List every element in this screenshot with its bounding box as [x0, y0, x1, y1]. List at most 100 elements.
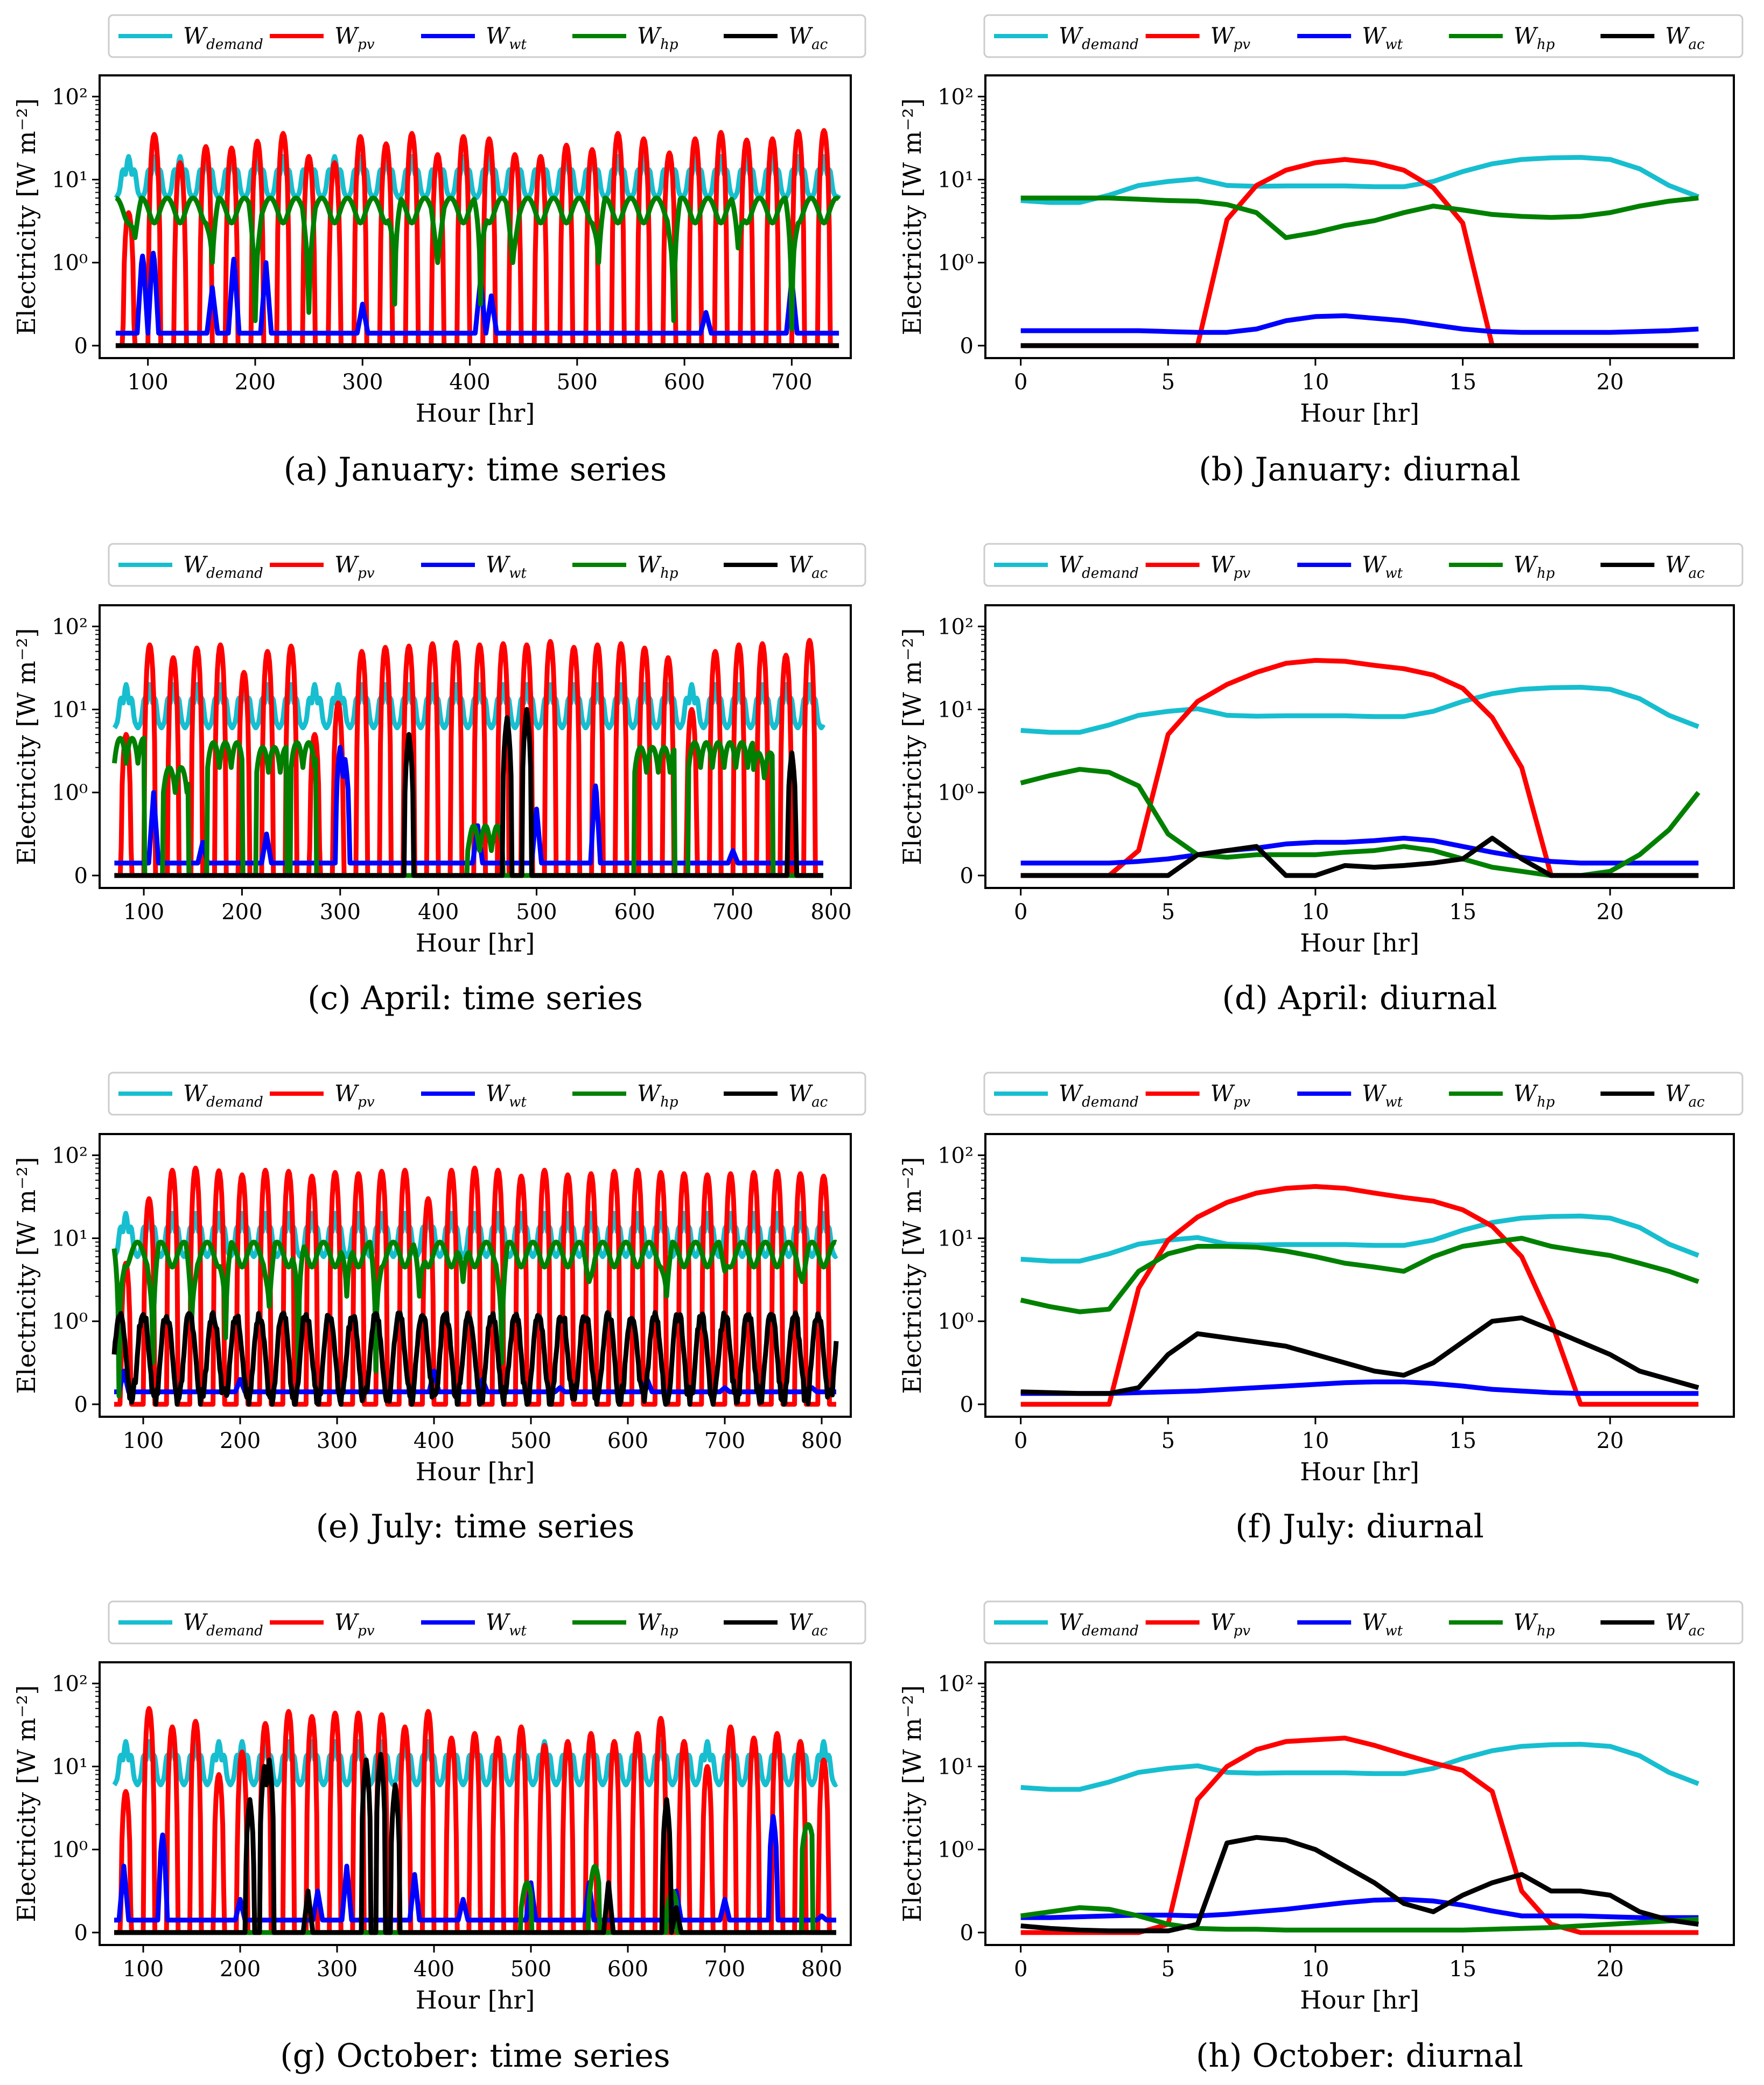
x-axis-label: Hour [hr] — [416, 928, 535, 957]
y-tick-label: 10¹ — [52, 168, 88, 193]
legend-label-ac: Wac — [1665, 23, 1705, 53]
series-line-demand — [1020, 155, 1699, 205]
x-tick-label: 500 — [557, 370, 598, 395]
legend-label-ac: Wac — [1665, 551, 1705, 582]
y-tick-label: 10¹ — [52, 1227, 88, 1251]
y-tick-label: 10² — [937, 1671, 974, 1696]
y-axis-label: Electricity [W m⁻²] — [898, 1685, 927, 1922]
legend-label-ac: Wac — [788, 551, 828, 582]
y-tick-label: 0 — [74, 334, 88, 359]
y-tick-label: 10² — [52, 85, 88, 109]
x-tick-label: 10 — [1301, 900, 1329, 925]
x-tick-label: 700 — [771, 370, 812, 395]
x-tick-label: 400 — [418, 900, 459, 925]
legend-label-demand: Wdemand — [183, 551, 263, 582]
series-line-demand — [1020, 684, 1699, 735]
series-line-pv — [113, 1706, 838, 1935]
y-tick-label: 10⁰ — [52, 251, 88, 276]
legend-label-ac: Wac — [788, 23, 828, 53]
legend: Wdemand Wpv Wwt Whp Wac — [108, 1072, 866, 1116]
legend-label-demand: Wdemand — [183, 23, 263, 53]
y-tick-label: 0 — [960, 334, 974, 359]
y-tick-label: 10¹ — [52, 698, 88, 723]
x-tick-label: 0 — [1014, 900, 1027, 925]
legend-box — [108, 543, 866, 587]
y-tick-label: 10⁰ — [52, 1310, 88, 1334]
y-tick-label: 10¹ — [937, 1227, 974, 1251]
legend-label-wt: Wwt — [486, 1609, 527, 1639]
series-line-hp — [111, 1240, 838, 1398]
legend-label-pv: Wpv — [1210, 23, 1251, 53]
y-tick-label: 0 — [74, 1393, 88, 1417]
x-tick-label: 0 — [1014, 1957, 1027, 1982]
legend: Wdemand Wpv Wwt Whp Wac — [983, 543, 1744, 587]
series-group — [1020, 657, 1700, 878]
x-tick-label: 500 — [510, 1429, 551, 1453]
x-tick-label: 5 — [1161, 370, 1175, 395]
y-axis-label: Electricity [W m⁻²] — [898, 628, 927, 865]
legend: Wdemand Wpv Wwt Whp Wac — [108, 1600, 866, 1645]
legend-box — [108, 14, 866, 58]
y-tick-label: 10⁰ — [52, 781, 88, 806]
series-group — [1020, 1184, 1699, 1407]
legend-label-ac: Wac — [1665, 1080, 1705, 1110]
series-line-ac — [113, 1752, 838, 1935]
legend-label-demand: Wdemand — [1059, 1080, 1139, 1110]
y-tick-label: 10⁰ — [937, 251, 974, 276]
axes-frame — [99, 74, 852, 359]
legend-label-wt: Wwt — [1362, 551, 1403, 582]
y-tick-label: 10² — [937, 614, 974, 639]
panel-apr-di: Wdemand Wpv Wwt Whp Wac 0 10⁰ 10¹ 10² 0 5 10 15 20 Hou… — [898, 543, 1744, 1017]
legend-label-hp: Whp — [1514, 1609, 1555, 1639]
legend: Wdemand Wpv Wwt Whp Wac — [108, 14, 866, 58]
legend-label-hp: Whp — [1514, 23, 1555, 53]
series-line-ac — [111, 1310, 839, 1407]
y-axis-label: Electricity [W m⁻²] — [898, 98, 927, 335]
x-axis-label: Hour [hr] — [416, 398, 535, 428]
legend-label-demand: Wdemand — [183, 1609, 263, 1639]
y-tick-label: 10¹ — [937, 1755, 974, 1780]
panel-jan-ts: Wdemand Wpv Wwt Whp Wac 0 10⁰ 10¹ 10² 100 200 300 40… — [12, 14, 866, 488]
series-line-ac — [1020, 1835, 1699, 1934]
series-group — [1020, 155, 1699, 348]
x-tick-label: 400 — [414, 1429, 454, 1453]
x-tick-label: 20 — [1597, 1957, 1624, 1982]
series-line-hp — [1020, 1905, 1699, 1933]
series-line-demand — [1020, 1213, 1699, 1264]
x-tick-label: 700 — [704, 1957, 745, 1982]
y-tick-label: 0 — [960, 1921, 974, 1946]
series-group — [114, 128, 842, 348]
legend-label-pv: Wpv — [1210, 1609, 1251, 1639]
axes-frame — [99, 1661, 852, 1946]
x-tick-label: 20 — [1597, 370, 1624, 395]
x-tick-label: 0 — [1014, 1429, 1027, 1453]
x-tick-label: 400 — [449, 370, 490, 395]
axes-frame — [984, 604, 1735, 889]
legend-box — [983, 14, 1744, 58]
series-line-hp — [111, 736, 825, 878]
x-tick-label: 200 — [220, 1957, 261, 1982]
panel-jul-ts: Wdemand Wpv Wwt Whp Wac 0 10⁰ 10¹ 10² 100 200 300 40… — [12, 1072, 866, 1545]
legend: Wdemand Wpv Wwt Whp Wac — [108, 543, 866, 587]
x-tick-label: 300 — [320, 900, 361, 925]
x-tick-label: 5 — [1161, 900, 1175, 925]
panel-caption: (a) January: time series — [284, 451, 667, 488]
legend-label-hp: Whp — [637, 23, 678, 53]
y-tick-label: 0 — [74, 864, 88, 888]
axes-frame — [984, 74, 1735, 359]
legend-label-pv: Wpv — [334, 23, 375, 53]
x-tick-label: 15 — [1449, 1429, 1476, 1453]
y-axis-label: Electricity [W m⁻²] — [12, 1685, 41, 1922]
x-tick-label: 600 — [664, 370, 705, 395]
x-axis-label: Hour [hr] — [1300, 398, 1419, 428]
legend-label-wt: Wwt — [1362, 1080, 1403, 1110]
x-tick-label: 5 — [1161, 1957, 1175, 1982]
series-line-wt — [114, 250, 841, 336]
axes-frame — [984, 1133, 1735, 1418]
x-axis-label: Hour [hr] — [416, 1457, 535, 1486]
axes-frame — [984, 1661, 1735, 1946]
legend-label-wt: Wwt — [486, 1080, 527, 1110]
x-tick-label: 500 — [510, 1957, 551, 1982]
x-tick-label: 200 — [221, 900, 262, 925]
series-line-ac — [1020, 1315, 1699, 1396]
